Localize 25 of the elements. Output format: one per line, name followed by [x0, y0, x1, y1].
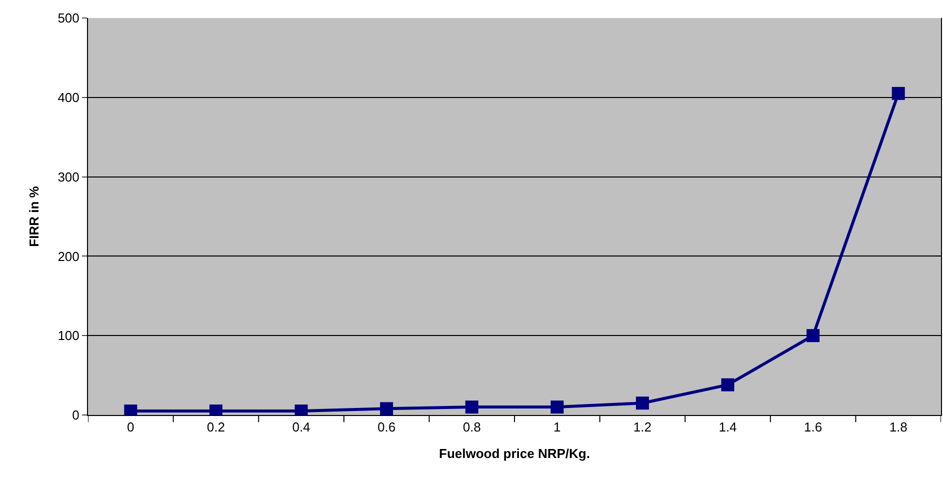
x-tick-label: 0.6 [378, 420, 396, 435]
x-tick-label: 1.4 [718, 420, 737, 435]
point [550, 400, 564, 414]
y-tick-label: 200 [58, 248, 80, 264]
x-tick-label: 0.4 [292, 420, 310, 435]
point [636, 396, 649, 410]
x-tick-label: 1.8 [889, 420, 908, 435]
point [380, 402, 394, 415]
y-tick-label: 500 [58, 10, 80, 26]
x-tick-label: 1 [554, 420, 561, 435]
x-tick-label: 0.2 [206, 420, 225, 435]
y-tick-label: 100 [58, 328, 80, 344]
y-tick-label: 0 [72, 408, 80, 423]
x-tick-label: 1.6 [804, 420, 822, 435]
x-tick-label: 0.8 [462, 420, 481, 435]
x-tick-label: 0 [127, 420, 134, 435]
y-tick-label: 400 [58, 90, 80, 105]
point [806, 329, 820, 342]
point [721, 378, 734, 392]
y-tick-label: 300 [58, 169, 80, 184]
y-axis-title: FIRR in % [26, 186, 42, 247]
point [892, 86, 905, 100]
x-axis-title: Fuelwood price NRP/Kg. [439, 446, 590, 462]
x-tick-label: 1.2 [633, 420, 652, 435]
point [465, 400, 478, 414]
